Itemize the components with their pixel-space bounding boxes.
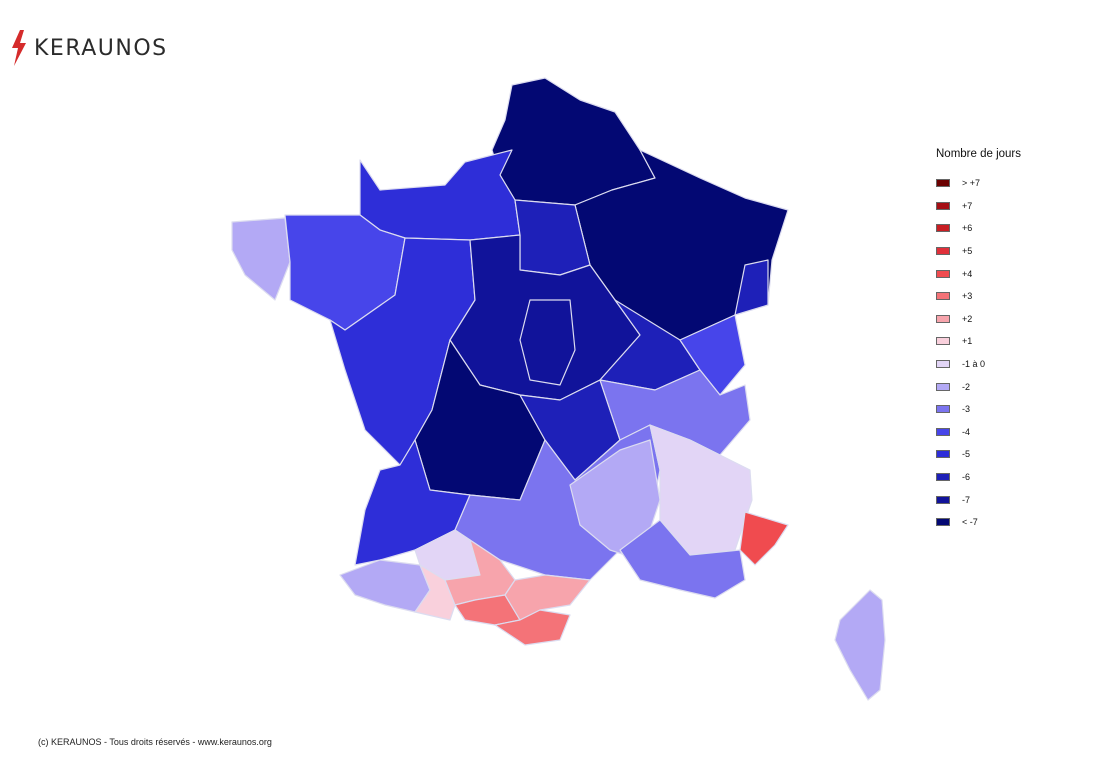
keraunos-logo: KERAUNOS bbox=[10, 30, 168, 66]
legend-item: -5 bbox=[936, 443, 1021, 466]
region-burgundy bbox=[519, 299, 576, 386]
region-normandy bbox=[359, 149, 521, 241]
region-alpes-maritimes bbox=[739, 511, 789, 566]
legend-swatch bbox=[936, 495, 950, 504]
legend-swatch bbox=[936, 360, 950, 369]
legend-item: +4 bbox=[936, 262, 1021, 285]
legend-swatch bbox=[936, 201, 950, 210]
legend-item: +1 bbox=[936, 330, 1021, 353]
legend-label: -4 bbox=[962, 426, 971, 437]
region-alps-north bbox=[679, 314, 746, 396]
region-brittany-west bbox=[231, 217, 291, 301]
copyright-footer: (c) KERAUNOS - Tous droits réservés - ww… bbox=[38, 737, 272, 747]
legend-item: -1 à 0 bbox=[936, 353, 1021, 376]
legend-label: +1 bbox=[962, 336, 973, 347]
legend-title: Nombre de jours bbox=[936, 148, 1022, 160]
legend-item: < -7 bbox=[936, 511, 1021, 534]
legend-label: -3 bbox=[962, 404, 971, 415]
legend-label: +5 bbox=[962, 246, 973, 257]
brand-name: KERAUNOS bbox=[34, 35, 168, 61]
region-provence bbox=[619, 519, 746, 599]
legend-item: +5 bbox=[936, 240, 1021, 263]
region-corsica bbox=[834, 589, 886, 701]
legend-swatch bbox=[936, 427, 950, 436]
legend-label: +4 bbox=[962, 268, 973, 279]
legend-item: -3 bbox=[936, 398, 1021, 421]
legend-item: +2 bbox=[936, 308, 1021, 331]
legend-label: -7 bbox=[962, 494, 971, 505]
legend-label: +3 bbox=[962, 291, 973, 302]
legend-swatch bbox=[936, 269, 950, 278]
legend-item: +3 bbox=[936, 285, 1021, 308]
legend-label: > +7 bbox=[962, 178, 981, 189]
legend-label: +2 bbox=[962, 313, 973, 324]
legend-label: -2 bbox=[962, 381, 971, 392]
legend-item: -2 bbox=[936, 375, 1021, 398]
legend-swatch bbox=[936, 450, 950, 459]
map-legend: Nombre de jours > +7 +7 +6 +5 +4 +3 +2 +1 -1 à 0… bbox=[936, 148, 1021, 534]
region-pyrenees-orientales bbox=[494, 609, 571, 646]
legend-swatch bbox=[936, 405, 950, 414]
legend-label: < -7 bbox=[962, 517, 978, 528]
region-pays-basque bbox=[339, 559, 431, 613]
legend-item: +7 bbox=[936, 195, 1021, 218]
legend-label: -6 bbox=[962, 472, 971, 483]
legend-swatch bbox=[936, 473, 950, 482]
legend-item: > +7 bbox=[936, 172, 1021, 195]
legend-swatch bbox=[936, 292, 950, 301]
legend-swatch bbox=[936, 224, 950, 233]
legend-label: +7 bbox=[962, 200, 973, 211]
legend-swatch bbox=[936, 337, 950, 346]
legend-swatch bbox=[936, 179, 950, 188]
legend-label: -5 bbox=[962, 449, 971, 460]
legend-item: -7 bbox=[936, 488, 1021, 511]
legend-item: -4 bbox=[936, 421, 1021, 444]
legend-swatch bbox=[936, 314, 950, 323]
legend-swatch bbox=[936, 518, 950, 527]
lightning-bolt-icon bbox=[12, 30, 26, 66]
legend-swatch bbox=[936, 247, 950, 256]
region-alsace bbox=[734, 259, 769, 316]
legend-label: +6 bbox=[962, 223, 973, 234]
legend-item: -6 bbox=[936, 466, 1021, 489]
legend-swatch bbox=[936, 382, 950, 391]
legend-item: +6 bbox=[936, 217, 1021, 240]
legend-label: -1 à 0 bbox=[962, 359, 986, 370]
